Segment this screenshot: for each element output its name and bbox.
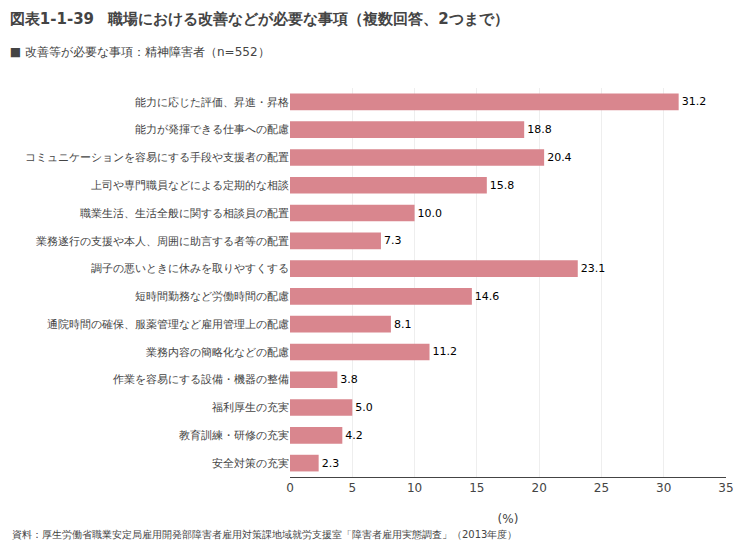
svg-text:上司や専門職員などによる定期的な相談: 上司や専門職員などによる定期的な相談 [91,179,289,191]
svg-text:10: 10 [407,481,422,495]
svg-text:教育訓練・研修の充実: 教育訓練・研修の充実 [179,429,289,441]
svg-text:通院時間の確保、服薬管理など雇用管理上の配慮: 通院時間の確保、服薬管理など雇用管理上の配慮 [47,318,289,330]
svg-text:0: 0 [286,481,294,495]
svg-text:福利厚生の充実: 福利厚生の充実 [212,401,289,413]
svg-text:7.3: 7.3 [384,234,402,247]
svg-text:コミュニケーションを容易にする手段や支援者の配置: コミュニケーションを容易にする手段や支援者の配置 [25,151,289,164]
svg-text:18.8: 18.8 [527,123,552,136]
svg-text:業務遂行の支援や本人、周囲に助言する者等の配置: 業務遂行の支援や本人、周囲に助言する者等の配置 [36,234,289,247]
svg-text:職業生活、生活全般に関する相談員の配置: 職業生活、生活全般に関する相談員の配置 [80,207,289,220]
svg-text:15: 15 [469,481,484,495]
svg-text:短時間勤務など労働時間の配慮: 短時間勤務など労働時間の配慮 [135,290,289,302]
svg-text:20: 20 [531,481,546,495]
svg-text:11.2: 11.2 [433,345,458,358]
svg-text:5.0: 5.0 [355,401,373,414]
svg-text:35: 35 [718,481,733,495]
svg-text:業務内容の簡略化などの配慮: 業務内容の簡略化などの配慮 [146,346,289,358]
svg-text:3.8: 3.8 [340,373,358,386]
svg-text:31.2: 31.2 [682,95,707,108]
svg-text:資料：厚生労働省職業安定局雇用開発部障害者雇用対策課地域就労: 資料：厚生労働省職業安定局雇用開発部障害者雇用対策課地域就労支援室「障害者雇用実… [12,529,517,540]
svg-text:25: 25 [594,481,609,495]
svg-text:23.1: 23.1 [581,262,606,275]
svg-text:30: 30 [656,481,671,495]
svg-text:2.3: 2.3 [322,457,340,470]
svg-text:10.0: 10.0 [418,207,443,220]
svg-text:安全対策の充実: 安全対策の充実 [212,457,289,469]
svg-text:(%): (%) [498,512,519,526]
svg-text:15.8: 15.8 [490,179,515,192]
svg-text:14.6: 14.6 [475,290,500,303]
svg-text:作業を容易にする設備・機器の整備: 作業を容易にする設備・機器の整備 [112,373,289,386]
svg-text:4.2: 4.2 [345,429,363,442]
svg-text:■ 改善等が必要な事項：精神障害者（n=552）: ■ 改善等が必要な事項：精神障害者（n=552） [10,45,270,59]
svg-text:能力に応じた評価、昇進・昇格: 能力に応じた評価、昇進・昇格 [135,96,289,108]
svg-text:能力が発揮できる仕事への配慮: 能力が発揮できる仕事への配慮 [135,123,289,135]
svg-text:20.4: 20.4 [547,151,572,164]
svg-text:図表1-1-39 職場における改善などが必要な事項（複数: 図表1-1-39 職場における改善などが必要な事項（複数回答、2つまで） [10,10,509,28]
svg-text:8.1: 8.1 [394,318,412,331]
svg-text:調子の悪いときに休みを取りやすくする: 調子の悪いときに休みを取りやすくする [91,262,289,275]
svg-text:5: 5 [348,481,356,495]
